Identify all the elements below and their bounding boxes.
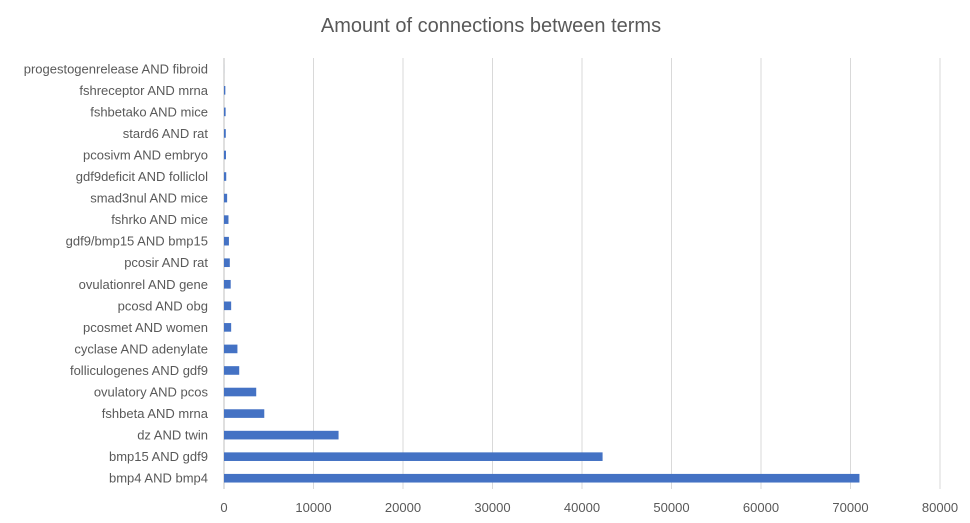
category-label: pcosivm AND embryo [83, 147, 208, 162]
bar [224, 129, 226, 138]
bar [224, 258, 230, 268]
category-label: folliculogenes AND gdf9 [70, 363, 208, 378]
category-label: pcosir AND rat [124, 255, 208, 270]
category-label: dz AND twin [137, 428, 208, 443]
x-tick-label: 70000 [832, 500, 868, 515]
category-label: gdf9/bmp15 AND bmp15 [66, 234, 208, 249]
category-label: gdf9deficit AND folliclol [76, 169, 208, 184]
bar [224, 430, 339, 440]
x-tick-label: 0 [220, 500, 227, 515]
bar [224, 452, 603, 461]
x-tick-label: 20000 [385, 500, 421, 515]
bar [224, 193, 228, 203]
category-label: bmp15 AND gdf9 [109, 449, 208, 464]
category-labels: progestogenrelease AND fibroid fshrecepto… [24, 61, 209, 485]
x-tick-label: 50000 [653, 500, 689, 515]
gridlines [223, 58, 941, 489]
category-label: stard6 AND rat [123, 126, 209, 141]
x-tick-label: 10000 [295, 500, 331, 515]
category-label: fshbeta AND mrna [102, 406, 209, 421]
bar [224, 473, 860, 483]
category-label: ovulationrel AND gene [79, 277, 208, 292]
category-label: fshbetako AND mice [90, 104, 208, 119]
bar [224, 323, 232, 332]
bar [224, 409, 265, 418]
x-tick-label: 30000 [474, 500, 510, 515]
bar [224, 301, 232, 311]
x-tick-label: 40000 [564, 500, 600, 515]
category-label: pcosd AND obg [118, 298, 208, 313]
bar [224, 86, 226, 95]
bar [224, 215, 229, 224]
category-label: bmp4 AND bmp4 [109, 471, 208, 486]
bar [224, 366, 240, 375]
bar [224, 150, 226, 160]
bar [224, 107, 226, 117]
bar [224, 387, 257, 397]
x-tick-label: 80000 [922, 500, 958, 515]
category-label: pcosmet AND women [83, 320, 208, 335]
bars [224, 64, 860, 483]
bar [224, 236, 229, 246]
category-label: progestogenrelease AND fibroid [24, 61, 208, 76]
category-label: ovulatory AND pcos [94, 385, 209, 400]
category-label: fshreceptor AND mrna [79, 83, 208, 98]
x-tick-labels: 0 10000 20000 30000 40000 50000 60000 70000 8000… [220, 500, 958, 515]
x-tick-label: 60000 [743, 500, 779, 515]
bar [224, 172, 227, 181]
bar [224, 344, 238, 354]
category-label: cyclase AND adenylate [74, 341, 208, 356]
bar [224, 279, 231, 289]
category-label: fshrko AND mice [111, 212, 208, 227]
category-label: smad3nul AND mice [90, 191, 208, 206]
chart-title: Amount of connections between terms [321, 15, 661, 37]
